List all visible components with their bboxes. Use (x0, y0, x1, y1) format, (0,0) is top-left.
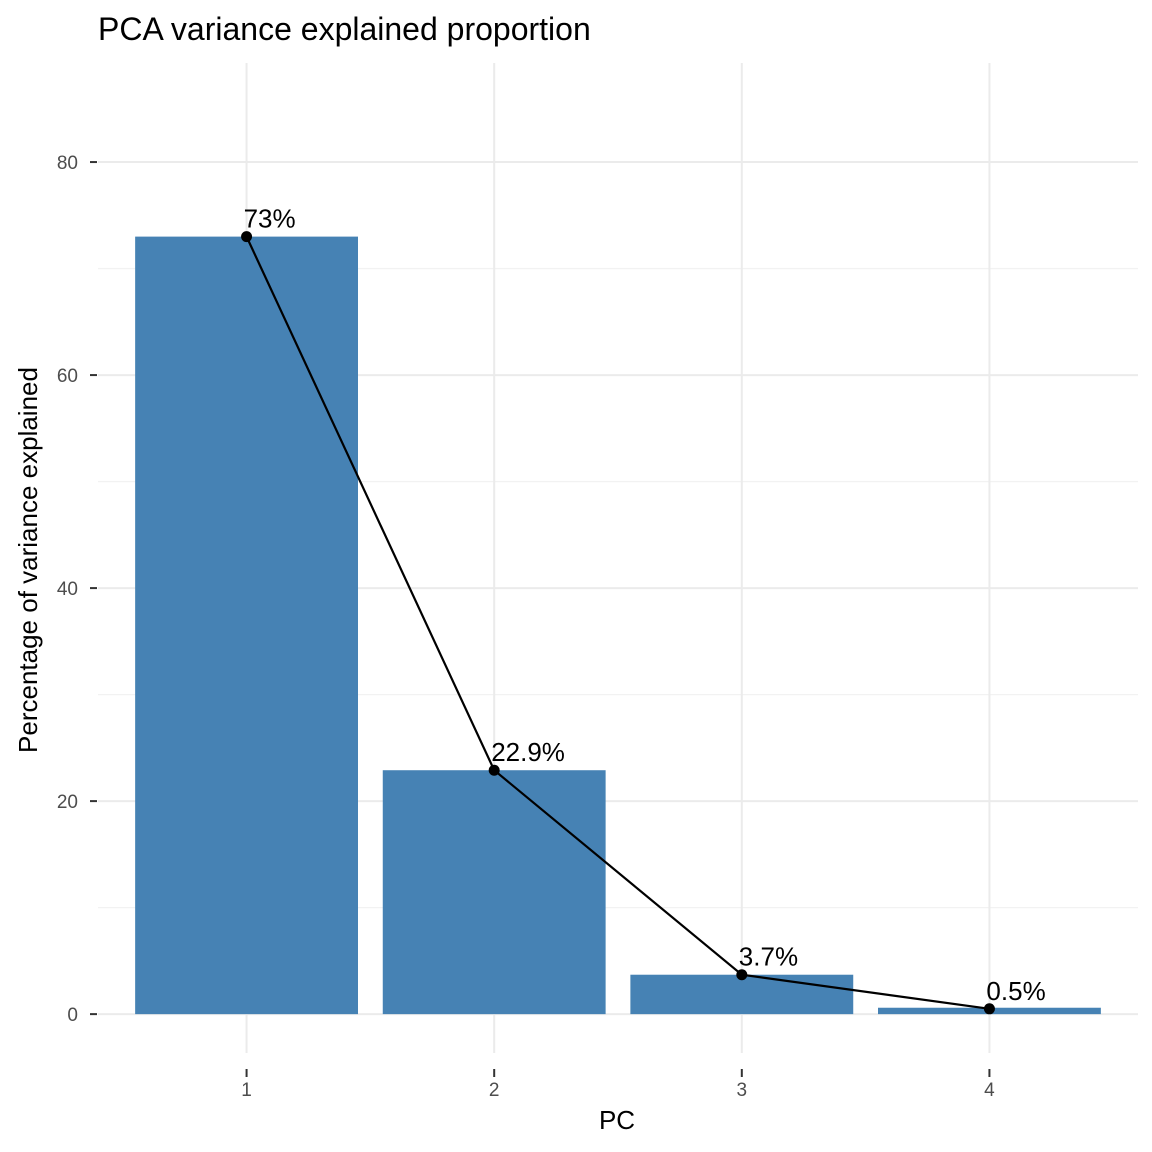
bar-pc-2 (382, 770, 606, 1015)
x-tick-label: 3 (737, 1080, 748, 1101)
chart-title: PCA variance explained proportion (98, 11, 591, 47)
line-layer (241, 231, 995, 1015)
data-label-pc-1: 73% (244, 204, 296, 234)
x-tick-label: 1 (241, 1080, 252, 1101)
y-tick-label: 60 (57, 366, 78, 387)
data-label-pc-2: 22.9% (491, 737, 565, 767)
x-tick-label: 4 (984, 1080, 995, 1101)
bar-pc-3 (630, 974, 854, 1015)
variance-point-1 (241, 231, 253, 243)
variance-point-3 (736, 969, 748, 981)
variance-line (245, 236, 990, 1010)
x-tick-label: 2 (489, 1080, 500, 1101)
labels-layer: 73% 22.9% 3.7% 0.5% (244, 204, 1046, 1006)
bars-layer (135, 236, 1101, 1015)
y-tick-label: 40 (57, 579, 78, 600)
x-axis-title: PC (599, 1105, 635, 1135)
axes-layer: 0 20 40 60 80 1 2 3 4 (57, 153, 995, 1101)
y-tick-label: 20 (57, 792, 78, 813)
data-label-pc-3: 3.7% (739, 942, 798, 972)
y-axis-title: Percentage of variance explained (13, 367, 43, 753)
data-label-pc-4: 0.5% (986, 976, 1045, 1006)
y-tick-label: 0 (67, 1005, 78, 1026)
y-tick-label: 80 (57, 153, 78, 174)
variance-point-2 (488, 764, 500, 776)
variance-point-4 (983, 1003, 995, 1015)
bar-pc-1 (135, 236, 358, 1015)
